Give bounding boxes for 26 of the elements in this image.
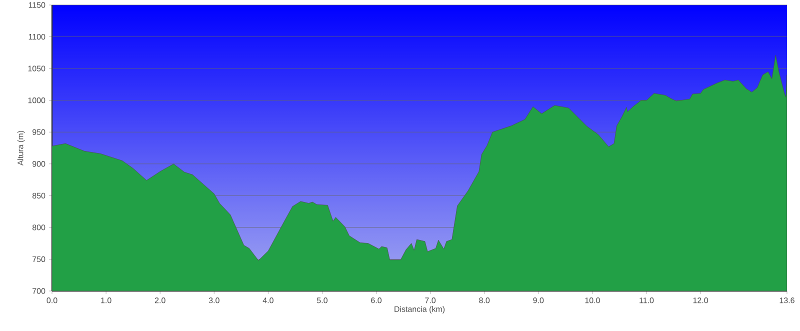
x-tick-label: 1.0	[101, 298, 112, 304]
y-axis-title: Altura (m)	[17, 130, 25, 166]
x-tick-label: 0.0	[46, 298, 58, 304]
y-tick-label: 950	[32, 129, 46, 135]
x-axis-title: Distancia (km)	[394, 306, 445, 314]
x-tick-label: 13.6	[780, 298, 794, 304]
x-tick-label: 8.0	[479, 298, 490, 304]
y-tick-label: 1100	[28, 34, 46, 40]
y-tick-label: 700	[32, 288, 46, 294]
x-tick-label: 5.0	[316, 298, 328, 304]
x-tick-label: 10.0	[585, 298, 600, 304]
y-tick-label: 750	[32, 256, 46, 262]
y-tick-label: 800	[32, 224, 46, 230]
x-tick-label: 12.0	[693, 298, 708, 304]
x-tick-label: 9.0	[533, 298, 544, 304]
x-tick-label: 3.0	[208, 298, 220, 304]
y-tick-label: 850	[32, 192, 46, 198]
y-tick-label: 1000	[28, 98, 46, 104]
y-tick-label: 1150	[28, 2, 46, 8]
y-tick-label: 900	[32, 161, 46, 167]
x-tick-label: 7.0	[425, 298, 436, 304]
x-tick-label: 2.0	[154, 298, 166, 304]
x-tick-label: 11.0	[640, 298, 654, 304]
x-tick-label: 4.0	[262, 298, 274, 304]
y-tick-label: 1050	[28, 66, 46, 72]
x-tick-label: 6.0	[371, 298, 382, 304]
